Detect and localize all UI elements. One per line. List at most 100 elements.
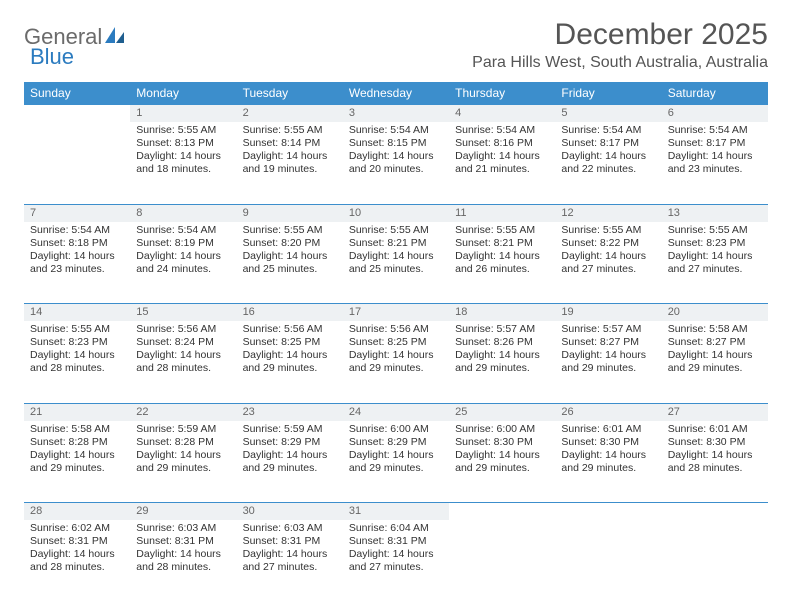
- sunset-text: Sunset: 8:17 PM: [561, 137, 655, 150]
- sunset-text: Sunset: 8:20 PM: [243, 237, 337, 250]
- day-number: 15: [130, 304, 236, 322]
- daynum-row: 14151617181920: [24, 304, 768, 322]
- empty-cell: [449, 503, 555, 521]
- sunrise-text: Sunrise: 5:59 AM: [136, 423, 230, 436]
- sunset-text: Sunset: 8:25 PM: [349, 336, 443, 349]
- day-cell: Sunrise: 5:58 AMSunset: 8:27 PMDaylight:…: [662, 321, 768, 403]
- day-cell: Sunrise: 5:55 AMSunset: 8:21 PMDaylight:…: [449, 222, 555, 304]
- day-cell: Sunrise: 5:54 AMSunset: 8:17 PMDaylight:…: [662, 122, 768, 204]
- weekday-header: Wednesday: [343, 82, 449, 105]
- daylight-text: Daylight: 14 hours and 29 minutes.: [349, 449, 443, 475]
- daylight-text: Daylight: 14 hours and 25 minutes.: [243, 250, 337, 276]
- sunset-text: Sunset: 8:15 PM: [349, 137, 443, 150]
- sunrise-text: Sunrise: 5:55 AM: [136, 124, 230, 137]
- sunrise-text: Sunrise: 5:55 AM: [243, 224, 337, 237]
- sunrise-text: Sunrise: 5:56 AM: [136, 323, 230, 336]
- sunset-text: Sunset: 8:14 PM: [243, 137, 337, 150]
- day-cell: Sunrise: 6:03 AMSunset: 8:31 PMDaylight:…: [237, 520, 343, 602]
- sunrise-text: Sunrise: 5:55 AM: [561, 224, 655, 237]
- weekday-header: Sunday: [24, 82, 130, 105]
- day-cell: Sunrise: 6:00 AMSunset: 8:29 PMDaylight:…: [343, 421, 449, 503]
- sunset-text: Sunset: 8:31 PM: [243, 535, 337, 548]
- sunrise-text: Sunrise: 5:55 AM: [349, 224, 443, 237]
- calendar-table: Sunday Monday Tuesday Wednesday Thursday…: [24, 82, 768, 602]
- day-number: 27: [662, 403, 768, 421]
- day-number: 3: [343, 105, 449, 123]
- day-number: 7: [24, 204, 130, 222]
- sunset-text: Sunset: 8:28 PM: [30, 436, 124, 449]
- sunrise-text: Sunrise: 5:59 AM: [243, 423, 337, 436]
- sunrise-text: Sunrise: 5:58 AM: [30, 423, 124, 436]
- daylight-text: Daylight: 14 hours and 21 minutes.: [455, 150, 549, 176]
- day-cell: Sunrise: 5:57 AMSunset: 8:27 PMDaylight:…: [555, 321, 661, 403]
- daylight-text: Daylight: 14 hours and 27 minutes.: [243, 548, 337, 574]
- weekday-header: Monday: [130, 82, 236, 105]
- day-number: 4: [449, 105, 555, 123]
- sunset-text: Sunset: 8:31 PM: [136, 535, 230, 548]
- sunset-text: Sunset: 8:13 PM: [136, 137, 230, 150]
- sunset-text: Sunset: 8:21 PM: [349, 237, 443, 250]
- day-cell: Sunrise: 5:54 AMSunset: 8:15 PMDaylight:…: [343, 122, 449, 204]
- sunset-text: Sunset: 8:30 PM: [455, 436, 549, 449]
- daylight-text: Daylight: 14 hours and 28 minutes.: [30, 548, 124, 574]
- day-number: 9: [237, 204, 343, 222]
- sunset-text: Sunset: 8:16 PM: [455, 137, 549, 150]
- sunrise-text: Sunrise: 5:55 AM: [668, 224, 762, 237]
- daylight-text: Daylight: 14 hours and 20 minutes.: [349, 150, 443, 176]
- sunrise-text: Sunrise: 6:03 AM: [243, 522, 337, 535]
- day-cell: Sunrise: 6:04 AMSunset: 8:31 PMDaylight:…: [343, 520, 449, 602]
- daylight-text: Daylight: 14 hours and 19 minutes.: [243, 150, 337, 176]
- day-number: 1: [130, 105, 236, 123]
- day-number: 10: [343, 204, 449, 222]
- sunset-text: Sunset: 8:26 PM: [455, 336, 549, 349]
- content-row: Sunrise: 5:55 AMSunset: 8:13 PMDaylight:…: [24, 122, 768, 204]
- daylight-text: Daylight: 14 hours and 26 minutes.: [455, 250, 549, 276]
- daynum-row: 28293031: [24, 503, 768, 521]
- day-number: 14: [24, 304, 130, 322]
- sunset-text: Sunset: 8:28 PM: [136, 436, 230, 449]
- day-number: 12: [555, 204, 661, 222]
- sunrise-text: Sunrise: 5:57 AM: [561, 323, 655, 336]
- sunrise-text: Sunrise: 5:54 AM: [349, 124, 443, 137]
- daylight-text: Daylight: 14 hours and 25 minutes.: [349, 250, 443, 276]
- daylight-text: Daylight: 14 hours and 29 minutes.: [561, 449, 655, 475]
- day-cell: Sunrise: 5:55 AMSunset: 8:13 PMDaylight:…: [130, 122, 236, 204]
- sunset-text: Sunset: 8:17 PM: [668, 137, 762, 150]
- day-number: 23: [237, 403, 343, 421]
- sunrise-text: Sunrise: 5:55 AM: [455, 224, 549, 237]
- sunrise-text: Sunrise: 5:57 AM: [455, 323, 549, 336]
- day-cell: Sunrise: 5:55 AMSunset: 8:14 PMDaylight:…: [237, 122, 343, 204]
- day-number: 5: [555, 105, 661, 123]
- daylight-text: Daylight: 14 hours and 27 minutes.: [668, 250, 762, 276]
- weekday-header: Tuesday: [237, 82, 343, 105]
- daylight-text: Daylight: 14 hours and 24 minutes.: [136, 250, 230, 276]
- sunrise-text: Sunrise: 5:55 AM: [243, 124, 337, 137]
- day-number: 29: [130, 503, 236, 521]
- day-cell: Sunrise: 5:59 AMSunset: 8:29 PMDaylight:…: [237, 421, 343, 503]
- content-row: Sunrise: 5:55 AMSunset: 8:23 PMDaylight:…: [24, 321, 768, 403]
- daynum-row: 78910111213: [24, 204, 768, 222]
- daylight-text: Daylight: 14 hours and 29 minutes.: [455, 349, 549, 375]
- sunrise-text: Sunrise: 6:01 AM: [668, 423, 762, 436]
- day-number: 18: [449, 304, 555, 322]
- day-cell: Sunrise: 5:55 AMSunset: 8:23 PMDaylight:…: [662, 222, 768, 304]
- calendar-body: 123456Sunrise: 5:55 AMSunset: 8:13 PMDay…: [24, 105, 768, 603]
- day-cell: Sunrise: 6:01 AMSunset: 8:30 PMDaylight:…: [662, 421, 768, 503]
- sunrise-text: Sunrise: 5:54 AM: [455, 124, 549, 137]
- empty-cell: [555, 503, 661, 521]
- page-header: General December 2025 Para Hills West, S…: [24, 18, 768, 72]
- sunrise-text: Sunrise: 6:03 AM: [136, 522, 230, 535]
- sunrise-text: Sunrise: 6:00 AM: [349, 423, 443, 436]
- sunset-text: Sunset: 8:24 PM: [136, 336, 230, 349]
- daynum-row: 123456: [24, 105, 768, 123]
- weekday-header: Thursday: [449, 82, 555, 105]
- sunrise-text: Sunrise: 5:56 AM: [243, 323, 337, 336]
- day-cell: Sunrise: 6:01 AMSunset: 8:30 PMDaylight:…: [555, 421, 661, 503]
- brand-text-2: Blue: [30, 44, 74, 70]
- day-number: 8: [130, 204, 236, 222]
- daylight-text: Daylight: 14 hours and 29 minutes.: [243, 349, 337, 375]
- empty-cell: [24, 105, 130, 123]
- sunset-text: Sunset: 8:30 PM: [561, 436, 655, 449]
- empty-cell: [555, 520, 661, 602]
- day-cell: Sunrise: 5:55 AMSunset: 8:23 PMDaylight:…: [24, 321, 130, 403]
